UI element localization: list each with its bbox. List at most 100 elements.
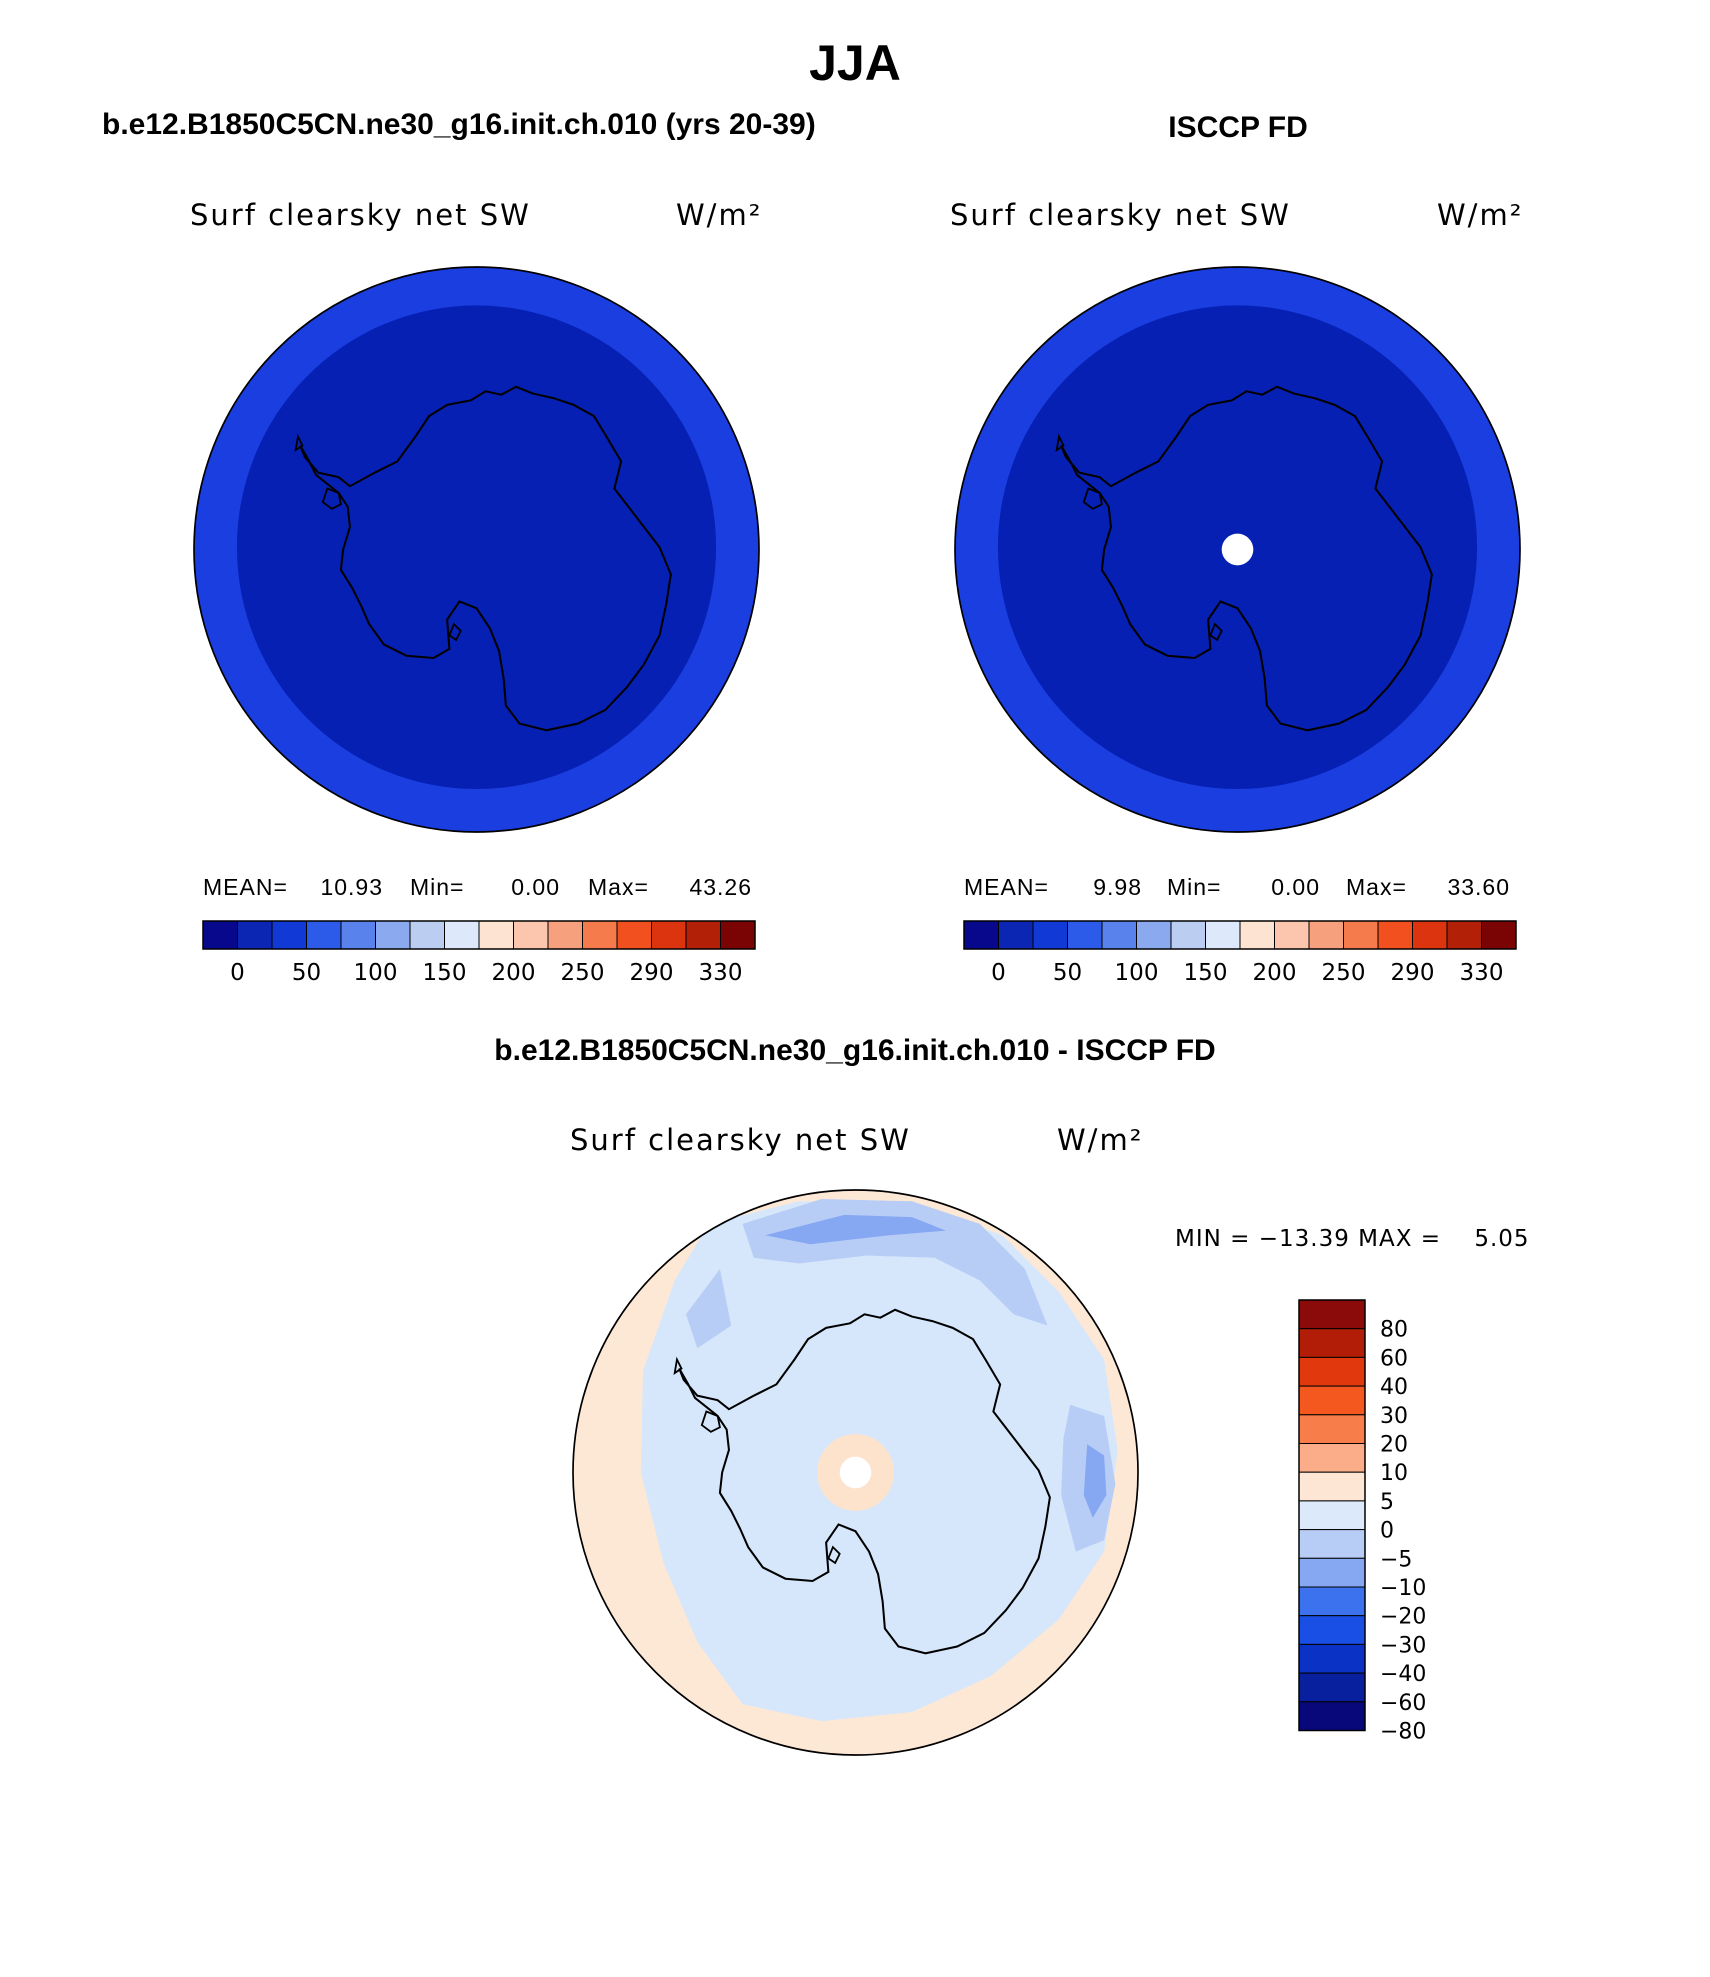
colorbar-frame: [202, 920, 756, 950]
mean-value: 9.98: [1093, 874, 1142, 900]
map-boundary: [572, 1189, 1139, 1756]
colorbar-tick-label: 250: [561, 960, 605, 986]
colorbar-swatch: [1298, 1643, 1366, 1674]
colorbar-swatch: [444, 920, 480, 950]
panel-difference: b.e12.B1850C5CN.ne30_g16.init.ch.010 - I…: [494, 1034, 1530, 1756]
page-title: JJA: [809, 35, 901, 91]
colorbar-swatch: [202, 920, 238, 950]
colorbar-swatch: [1032, 920, 1068, 950]
colorbar-swatch: [1481, 920, 1517, 950]
colorbar-swatch: [1298, 1414, 1366, 1445]
colorbar-tick-label: 5: [1380, 1490, 1394, 1515]
colorbar-tick-label: 0: [1380, 1519, 1394, 1544]
colorbar: 0 50 100 150 200 250 290 330: [202, 920, 756, 986]
colorbar-tick-label: 150: [1184, 960, 1228, 986]
colorbar-swatch: [1298, 1385, 1366, 1416]
min-value: 0.00: [511, 874, 560, 900]
units-label: W/m²: [1437, 198, 1523, 232]
colorbar-tick-label: −60: [1380, 1691, 1426, 1716]
polar-map: [193, 266, 760, 833]
colorbar-tick-label: 50: [1053, 960, 1082, 986]
min-label: Min=: [410, 874, 465, 900]
colorbar-tick-label: 30: [1380, 1404, 1408, 1429]
colorbar-swatch: [306, 920, 342, 950]
mean-label: MEAN=: [203, 874, 288, 900]
colorbar-swatch: [651, 920, 687, 950]
colorbar-swatch: [513, 920, 549, 950]
colorbar-tick-label: 250: [1322, 960, 1366, 986]
colorbar-tick-label: 330: [699, 960, 743, 986]
colorbar-swatch: [375, 920, 411, 950]
colorbar-swatch: [998, 920, 1034, 950]
colorbar-swatch: [1298, 1471, 1366, 1502]
colorbar-swatch: [1298, 1615, 1366, 1645]
polar-map: [954, 266, 1521, 833]
strong-negative-east: [1083, 1444, 1107, 1518]
missing-pole: [839, 1456, 872, 1489]
colorbar-swatch: [237, 920, 273, 950]
map-boundary: [954, 266, 1521, 833]
colorbar-tick-label: 100: [354, 960, 398, 986]
colorbar-tick-label: 0: [991, 960, 1006, 986]
panel-header: ISCCP FD: [1168, 111, 1307, 144]
colorbar-swatch: [582, 920, 618, 950]
max-value: 33.60: [1447, 874, 1510, 900]
colorbar-swatch: [1101, 920, 1137, 950]
colorbar-swatch: [340, 920, 376, 950]
stats-line: MEAN= 10.93 Min= 0.00 Max= 43.26: [203, 874, 752, 900]
polar-map: [572, 1189, 1139, 1756]
panel-observations: ISCCP FD Surf clearsky net SW W/m² MEAN=…: [950, 111, 1523, 986]
colorbar-swatch: [1343, 920, 1379, 950]
colorbar-swatch: [271, 920, 307, 950]
colorbar-swatch: [1298, 1557, 1366, 1588]
colorbar-swatch: [720, 920, 756, 950]
colorbar-swatch: [1067, 920, 1103, 950]
colorbar-swatch: [685, 920, 721, 950]
colorbar-swatch: [1298, 1701, 1366, 1732]
interior-field: [236, 305, 717, 790]
colorbar-swatch: [1377, 920, 1413, 950]
colorbar-swatch: [1298, 1356, 1366, 1387]
max-value: 43.26: [689, 874, 752, 900]
colorbar-tick-label: −40: [1380, 1662, 1426, 1687]
colorbar-tick-label: 50: [292, 960, 321, 986]
variable-label: Surf clearsky net SW: [570, 1123, 911, 1157]
colorbar-swatch: [409, 920, 445, 950]
colorbar: 0 50 100 150 200 250 290 330: [963, 920, 1517, 986]
colorbar-tick-label: −20: [1380, 1605, 1426, 1630]
panel-model: b.e12.B1850C5CN.ne30_g16.init.ch.010 (yr…: [102, 108, 816, 986]
colorbar-swatch: [1274, 920, 1310, 950]
map-boundary: [193, 266, 760, 833]
colorbar-swatch: [1298, 1328, 1366, 1358]
colorbar-swatch: [478, 920, 514, 950]
panel-header: b.e12.B1850C5CN.ne30_g16.init.ch.010 (yr…: [102, 108, 816, 141]
min-value: 0.00: [1271, 874, 1320, 900]
units-label: W/m²: [676, 198, 762, 232]
colorbar-swatch: [1308, 920, 1344, 950]
colorbar-tick-label: 20: [1380, 1433, 1408, 1458]
units-label: W/m²: [1057, 1123, 1143, 1157]
colorbar-tick-label: −30: [1380, 1633, 1426, 1658]
colorbar-tick-label: 200: [492, 960, 536, 986]
colorbar-tick-label: 290: [1391, 960, 1435, 986]
colorbar-tick-label: 10: [1380, 1461, 1408, 1486]
strong-negative-north: [765, 1214, 946, 1245]
colorbar-tick-label: 0: [230, 960, 245, 986]
mean-label: MEAN=: [964, 874, 1049, 900]
colorbar-tick-label: −10: [1380, 1576, 1426, 1601]
colorbar-swatch: [547, 920, 583, 950]
colorbar-swatch: [1298, 1529, 1366, 1559]
variable-label: Surf clearsky net SW: [950, 198, 1291, 232]
colorbar-swatch: [1298, 1500, 1366, 1531]
colorbar-tick-label: 150: [423, 960, 467, 986]
colorbar-tick-label: 60: [1380, 1346, 1408, 1371]
colorbar-tick-label: −5: [1380, 1547, 1412, 1572]
min-max-stats: MIN = −13.39 MAX = 5.05: [1175, 1226, 1530, 1252]
colorbar-swatch: [1446, 920, 1482, 950]
colorbar-swatch: [1205, 920, 1241, 950]
missing-pole: [1221, 533, 1254, 566]
colorbar-swatch: [1412, 920, 1448, 950]
panel-header: b.e12.B1850C5CN.ne30_g16.init.ch.010 - I…: [494, 1034, 1215, 1067]
variable-label: Surf clearsky net SW: [190, 198, 531, 232]
colorbar-vertical: 80 60 40 30 20 10 5 0 −5 −10 −20 −30 −40 −60 −80: [1298, 1299, 1426, 1745]
